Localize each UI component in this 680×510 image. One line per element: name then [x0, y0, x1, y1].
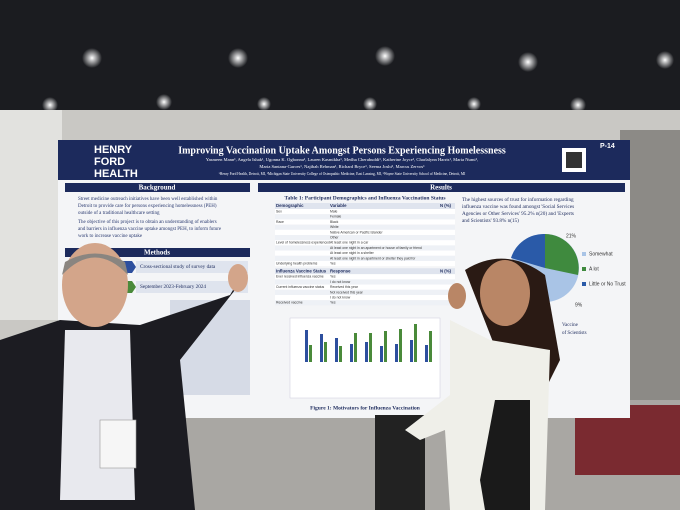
table-row: [275, 214, 455, 220]
section-heading: Methods: [144, 249, 170, 257]
affiliations: ¹Henry Ford Health, Detroit, MI, ²Michig…: [219, 172, 466, 177]
legend-entry: Little or No Trust: [589, 281, 626, 287]
figure-bars: [305, 324, 432, 362]
table-cell: At least one night in an apartment or sh…: [330, 256, 416, 260]
table-header: Influenza Vaccine Status: [276, 268, 327, 273]
table-cell: Race: [276, 220, 284, 224]
table-row: [275, 250, 455, 256]
logo: HENRY FORD HEALTH: [94, 144, 138, 180]
trust-text: influenza vaccine was found amongst 'Soc…: [462, 203, 574, 210]
legend-entry: Somewhat: [589, 251, 613, 257]
table-cell: I do not know: [330, 295, 351, 299]
table-header: Demographic: [276, 203, 304, 208]
table-row: [275, 279, 455, 285]
section-heading: Background: [139, 184, 176, 192]
bullet-line: The objective of this project is to obta…: [78, 220, 217, 225]
pie-label: 9%: [575, 302, 583, 308]
table-row: [275, 235, 455, 241]
table-row: [275, 224, 455, 230]
step-box: [136, 281, 248, 293]
table: Demographic Variable N (%) Sex Male Female Rac…: [275, 203, 455, 306]
section-bar: [65, 183, 250, 192]
table-header-row: [275, 203, 455, 209]
table-cell: Ever received influenza vaccine: [276, 275, 324, 279]
table-row: [275, 219, 455, 225]
bullet-line: Street medicine outreach initiatives hav…: [78, 197, 218, 202]
bullet-line: outside of a traditional healthcare sett…: [78, 211, 160, 216]
poster-title: Improving Vaccination Uptake Amongst Per…: [178, 145, 506, 156]
table-row: [275, 255, 455, 261]
table-cell: Current influenza vaccine status: [276, 285, 325, 289]
table-header: Variable: [330, 203, 347, 208]
table-cell: Level of homelessness experienced: [276, 241, 330, 245]
trust-text: and Scientists' 93.8% n(15): [462, 217, 519, 224]
table-cell: Not received this year: [330, 290, 364, 294]
table-cell: At least one night in an apartment or ho…: [330, 246, 422, 250]
table-cell: White: [330, 225, 339, 229]
table-row: [275, 261, 455, 267]
table-row: [275, 229, 455, 235]
table-row: [275, 300, 455, 306]
table-cell: Female: [330, 215, 341, 219]
table-caption: Table 1: Participant Demographics and In…: [285, 195, 446, 201]
section-bar: [258, 183, 625, 192]
bullet-line: Detroit to provide care for persons expe…: [78, 204, 217, 209]
trust-text: Agencies or Other Services' 95.2% n(20) …: [462, 210, 574, 217]
table-row: [275, 289, 455, 295]
figure-caption: Figure 1: Motivators for Influenza Vacci…: [310, 405, 420, 411]
authors: Maria Santana-Garces¹, Najibah Rehman¹, …: [259, 164, 425, 170]
table-cell: Underlying health problems: [276, 261, 318, 265]
method-step: September 2023-February 2024: [140, 284, 206, 290]
table-row: [275, 284, 455, 290]
logo-line: FORD: [94, 156, 125, 168]
legend-entry: A lot: [589, 266, 599, 272]
table-row: [275, 240, 455, 246]
table-row: [275, 274, 455, 280]
table-cell: Sex: [276, 209, 282, 213]
side-panel: [0, 110, 62, 320]
section-heading: Results: [430, 184, 452, 192]
table-header: N (%): [440, 268, 452, 273]
pie-caption: Vaccine: [562, 323, 579, 328]
table-cell: Yes: [330, 261, 336, 265]
table-header: N (%): [440, 203, 452, 208]
logo-line: HENRY: [94, 144, 133, 156]
trust-text: The highest sources of trust for informa…: [462, 196, 574, 203]
table-header-row: [275, 268, 455, 275]
poster-header: [58, 140, 630, 180]
logo-line: HEALTH: [94, 168, 138, 180]
section-bar: [65, 248, 250, 257]
table-cell: At least one night in a car: [330, 241, 369, 245]
authors: Yasmeen Mann¹, Angela Ishak¹, Ugonna K. …: [206, 157, 478, 163]
table-row: [275, 209, 455, 215]
table-row: [275, 295, 455, 301]
table-cell: Male: [330, 209, 337, 213]
table-cell: Yes: [330, 301, 336, 305]
woman: [375, 258, 560, 510]
table-cell: Received this year: [330, 285, 359, 289]
step-box: [136, 261, 248, 273]
table-cell: Received vaccine: [276, 301, 303, 305]
table-cell: Yes: [330, 275, 336, 279]
qr-code-pattern: [566, 152, 582, 168]
table-cell: I do not know: [330, 280, 351, 284]
table-row: [275, 245, 455, 251]
table-cell: Other: [330, 235, 339, 239]
method-step: Cross-sectional study of survey data: [140, 263, 216, 270]
table-header: Response: [330, 268, 351, 273]
board-id: P-14: [600, 143, 615, 150]
pie-caption: of Scientists: [562, 331, 587, 336]
table-cell: Black: [330, 220, 339, 224]
bullet-line: and barriers in influenza vaccine uptake…: [78, 227, 222, 232]
ceiling-lights: [42, 46, 674, 113]
bullet-line: work to increase vaccine uptake: [78, 234, 143, 239]
table-cell: Native American or Pacific Islander: [330, 230, 383, 234]
table-cell: At least one night in a shelter: [330, 251, 375, 255]
man: [0, 243, 248, 510]
pie-label: 21%: [566, 233, 577, 239]
